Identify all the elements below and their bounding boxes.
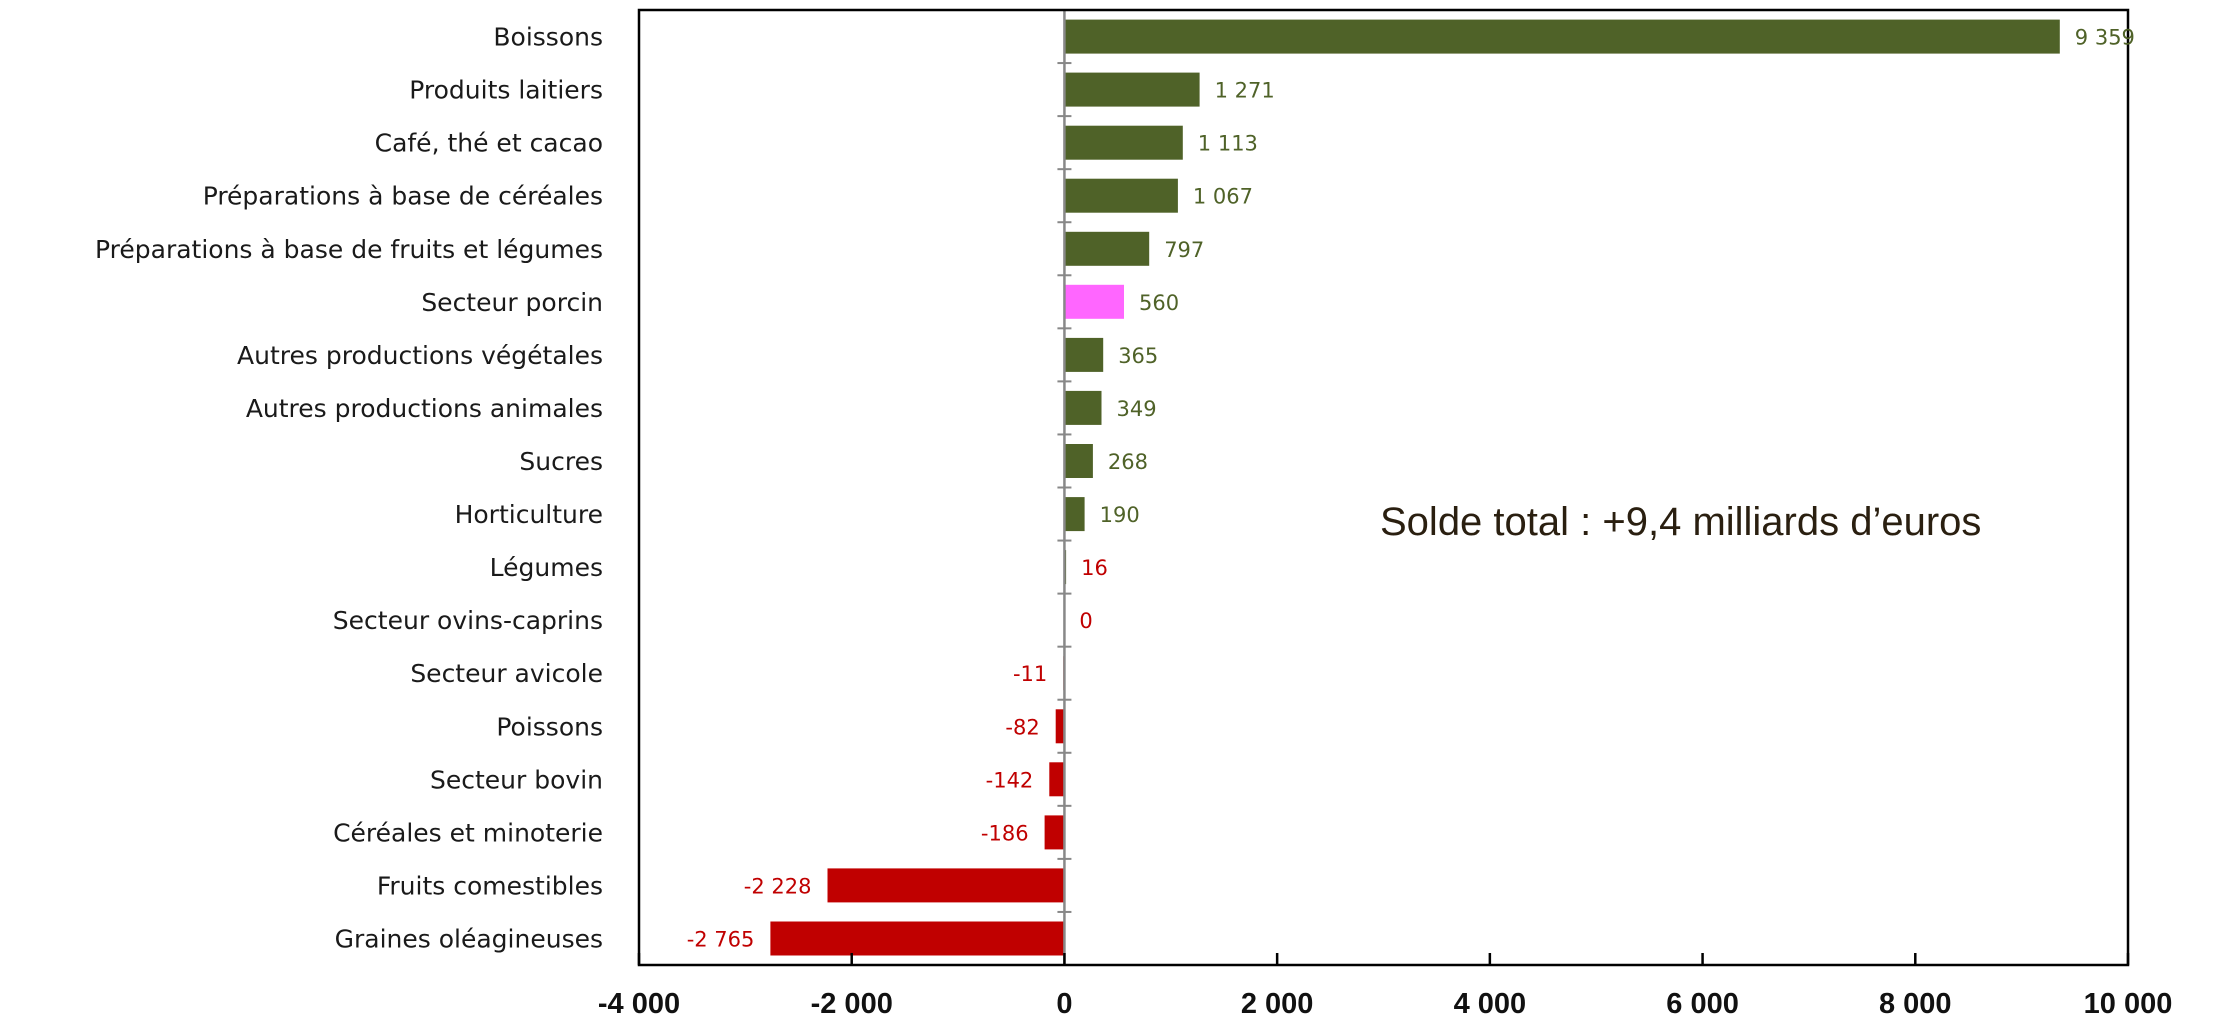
bar-2	[1064, 125, 1183, 160]
value-label-7: 349	[1117, 397, 1157, 421]
category-label-4: Préparations à base de fruits et légumes	[95, 235, 603, 264]
bar-14	[1049, 762, 1065, 797]
x-tick-label-1: -2 000	[811, 988, 893, 1017]
x-tick-label-6: 8 000	[1879, 988, 1952, 1017]
value-label-5: 560	[1139, 291, 1179, 315]
category-label-7: Autres productions animales	[246, 394, 603, 423]
total-balance-annotation: Solde total : +9,4 milliards d’euros	[1380, 500, 1981, 544]
bar-6	[1064, 337, 1104, 372]
value-label-1: 1 271	[1215, 79, 1275, 103]
value-label-3: 1 067	[1193, 185, 1253, 209]
bar-7	[1064, 390, 1102, 425]
plot-frame-group	[637, 8, 2130, 967]
bar-3	[1064, 178, 1178, 213]
x-tick-label-5: 6 000	[1666, 988, 1739, 1017]
value-label-14: -142	[986, 768, 1034, 792]
value-label-12: -11	[1013, 662, 1047, 686]
x-tick-label-4: 4 000	[1454, 988, 1527, 1017]
value-label-2: 1 113	[1198, 132, 1258, 156]
value-label-8: 268	[1108, 450, 1148, 474]
value-label-10: 16	[1081, 556, 1108, 580]
value-label-16: -2 228	[744, 874, 812, 898]
category-label-17: Graines oléagineuses	[335, 925, 603, 954]
category-label-2: Café, thé et cacao	[375, 129, 603, 158]
x-tick-label-2: 0	[1056, 988, 1072, 1017]
bar-1	[1064, 72, 1200, 107]
bar-9	[1064, 497, 1085, 532]
bar-13	[1055, 709, 1065, 744]
bar-17	[770, 921, 1065, 956]
bar-0	[1064, 19, 2060, 54]
category-label-16: Fruits comestibles	[377, 871, 603, 900]
category-label-5: Secteur porcin	[421, 288, 603, 317]
value-label-0: 9 359	[2075, 26, 2135, 50]
bar-4	[1064, 231, 1150, 266]
x-tick-label-7: 10 000	[2084, 988, 2173, 1017]
value-label-9: 190	[1100, 503, 1140, 527]
category-label-6: Autres productions végétales	[237, 341, 603, 370]
plot-frame	[637, 8, 2130, 967]
category-label-9: Horticulture	[455, 500, 603, 529]
value-label-15: -186	[981, 821, 1029, 845]
category-label-0: Boissons	[493, 23, 603, 52]
bar-5	[1064, 284, 1124, 319]
category-label-10: Légumes	[490, 553, 603, 582]
category-label-15: Céréales et minoterie	[333, 818, 603, 847]
value-label-11: 0	[1079, 609, 1092, 633]
category-label-11: Secteur ovins-caprins	[333, 606, 603, 635]
category-labels-group: Boissons Produits laitiers Café, thé et ca…	[95, 23, 603, 954]
category-label-12: Secteur avicole	[410, 659, 603, 688]
value-label-13: -82	[1005, 715, 1039, 739]
value-label-17: -2 765	[687, 928, 755, 952]
category-label-1: Produits laitiers	[409, 76, 603, 105]
category-label-13: Poissons	[496, 712, 603, 741]
value-label-6: 365	[1118, 344, 1158, 368]
bar-16	[827, 868, 1065, 903]
value-label-4: 797	[1164, 238, 1204, 262]
bars-group	[770, 19, 2060, 956]
x-tick-label-0: -4 000	[598, 988, 680, 1017]
category-label-8: Sucres	[519, 447, 603, 476]
category-label-3: Préparations à base de céréales	[203, 182, 603, 211]
value-labels-group: 9 359 1 271 1 113 1 067 797 560 365 349 268 190 16…	[687, 26, 2135, 952]
x-tick-label-3: 2 000	[1241, 988, 1314, 1017]
category-label-14: Secteur bovin	[430, 765, 603, 794]
bar-15	[1044, 815, 1065, 850]
zero-axis-group	[1057, 9, 1072, 966]
x-ticks-group: -4 000 -2 000 0 2 000 4 000 6 000 8 000 10 000	[598, 953, 2172, 1017]
bar-8	[1064, 444, 1093, 478]
